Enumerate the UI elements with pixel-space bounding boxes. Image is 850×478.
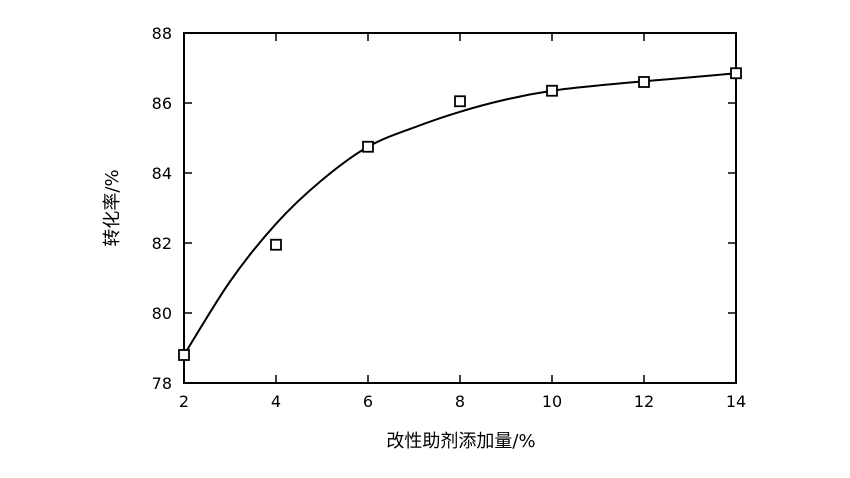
data-point-marker <box>178 349 190 361</box>
x-tick-label: 8 <box>455 392 465 411</box>
data-point-marker <box>546 84 558 97</box>
x-tick-label: 12 <box>634 392 654 411</box>
x-tick-labels: 2 4 6 8 10 12 14 <box>179 392 746 411</box>
fit-curve-group <box>183 72 737 356</box>
y-tick-labels: 78 80 82 84 86 88 <box>152 24 172 393</box>
plot-frame <box>183 32 737 384</box>
x-tick-label: 10 <box>542 392 562 411</box>
x-axis-title: 改性助剂添加量/% <box>386 431 535 452</box>
y-tick-label: 78 <box>152 374 172 393</box>
y-tick-label: 84 <box>152 164 172 183</box>
data-point-marker <box>362 140 374 153</box>
data-point-marker <box>730 67 742 80</box>
y-tick-label: 80 <box>152 304 172 323</box>
data-point-marker <box>454 95 466 108</box>
y-tick-label: 88 <box>152 24 172 43</box>
x-tick-label: 14 <box>726 392 746 411</box>
x-tick-label: 6 <box>363 392 373 411</box>
data-points <box>178 67 742 361</box>
x-tick-label: 2 <box>179 392 189 411</box>
plot-border <box>183 32 737 384</box>
y-axis-title: 转化率/% <box>102 169 123 246</box>
data-point-marker <box>270 238 282 251</box>
fit-curve <box>183 72 737 356</box>
axis-ticks <box>183 32 737 384</box>
x-tick-label: 4 <box>271 392 281 411</box>
data-point-marker <box>638 76 650 88</box>
y-tick-label: 86 <box>152 94 172 113</box>
y-tick-label: 82 <box>152 234 172 253</box>
